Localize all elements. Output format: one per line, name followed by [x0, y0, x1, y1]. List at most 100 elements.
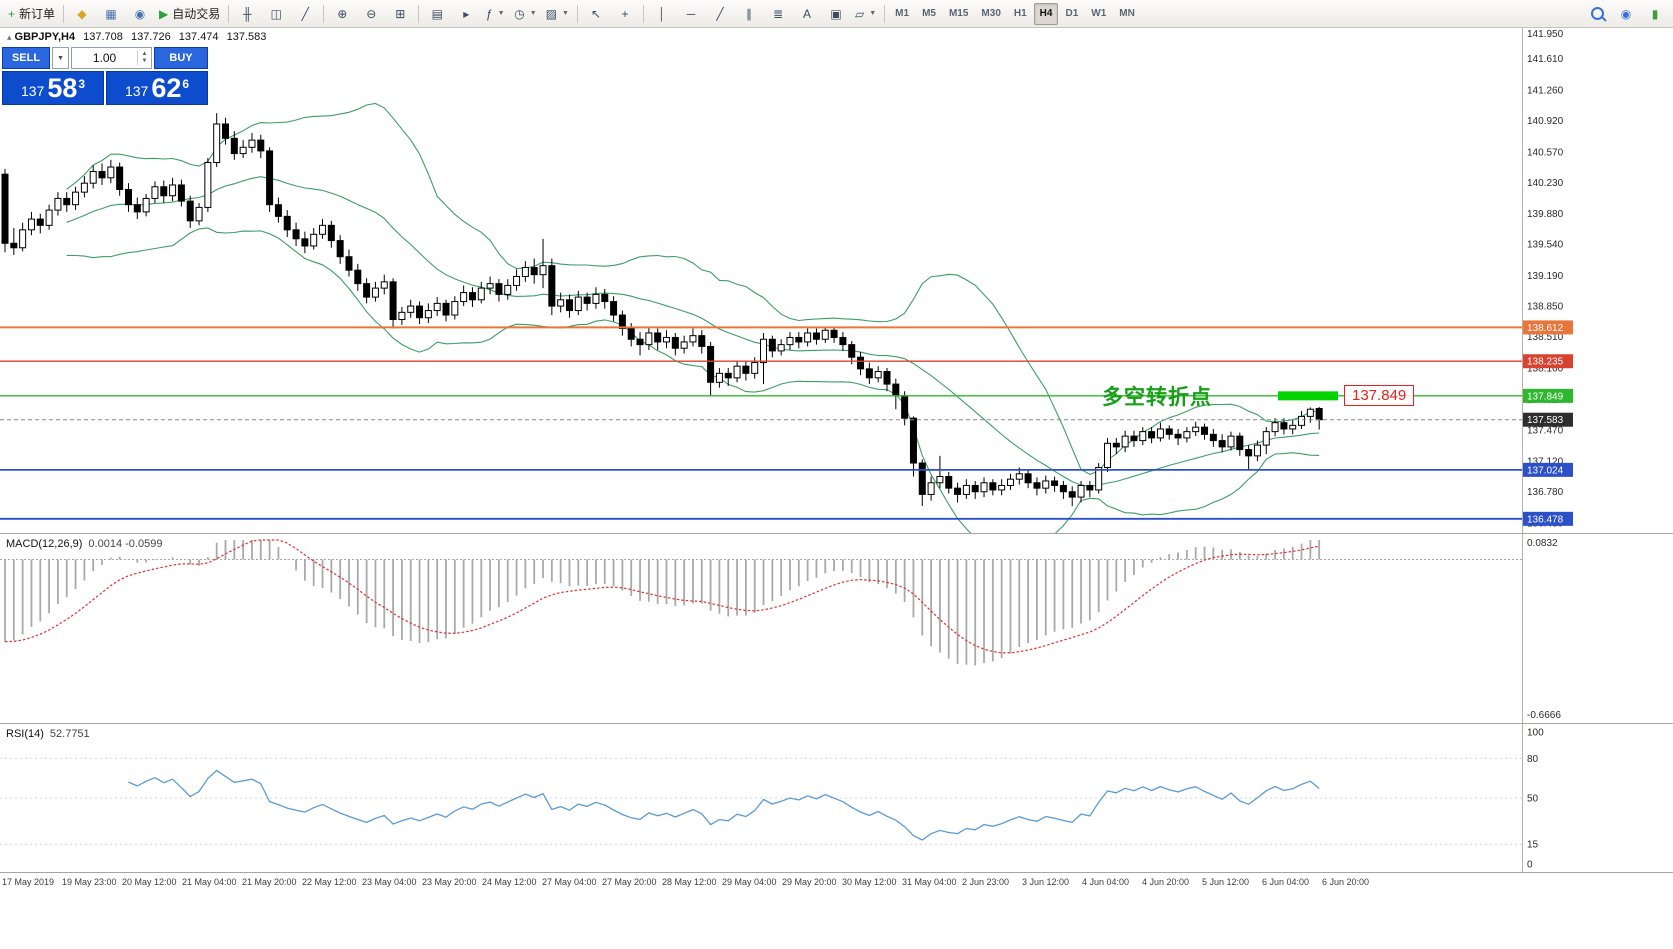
- horizontal-line-icon[interactable]: ─: [677, 2, 705, 26]
- svg-text:138.850: 138.850: [1527, 302, 1564, 313]
- magnifier-glass: [1590, 7, 1604, 20]
- cursor-icon[interactable]: ↖: [582, 2, 610, 26]
- community-icon[interactable]: ◉: [1612, 2, 1640, 26]
- toolbar-separator: [323, 4, 325, 23]
- timeframe-m30-button[interactable]: M30: [981, 8, 1001, 19]
- svg-text:136.780: 136.780: [1527, 487, 1564, 498]
- volume-input[interactable]: 1.00 ▲ ▼: [71, 47, 152, 69]
- autotrading-button[interactable]: ▶ 自动交易: [155, 2, 224, 26]
- time-label: 31 May 04:00: [902, 877, 957, 887]
- sell-price-button[interactable]: 137 58 3: [2, 71, 104, 105]
- toolbar-separator: [642, 4, 644, 23]
- horizontal-line-icon: ─: [686, 6, 696, 21]
- svg-text:50: 50: [1527, 794, 1539, 805]
- line-chart-icon[interactable]: ╱: [291, 2, 319, 26]
- rsi-svg[interactable]: 100 80 50 15 0: [0, 724, 1673, 872]
- text-icon[interactable]: A: [793, 2, 821, 26]
- periods-icon[interactable]: ◷ ▼: [510, 2, 540, 26]
- horizontal-lines-layer: 138.612 138.235 137.849 137.024 136.478: [0, 320, 1573, 526]
- timeframe-mn-button[interactable]: MN: [1119, 8, 1135, 19]
- fibonacci-icon: ≣: [772, 6, 784, 21]
- current-price-line: 137.583: [0, 412, 1573, 427]
- timeframe-d1-button[interactable]: D1: [1065, 8, 1079, 19]
- price-scale-labels: 141.950 141.610 141.260 140.920 140.570 140.2…: [1527, 29, 1564, 530]
- time-label: 24 May 12:00: [482, 877, 537, 887]
- navigator-icon[interactable]: ◉: [126, 2, 154, 26]
- label-icon: ▣: [830, 6, 842, 21]
- shapes-icon: ▱: [854, 6, 865, 21]
- timeframe-m5-button[interactable]: M5: [922, 8, 936, 19]
- sell-price-prefix: 137: [20, 83, 45, 99]
- time-label: 19 May 23:00: [62, 877, 117, 887]
- candlestick-chart-icon[interactable]: ◫: [262, 2, 290, 26]
- trendline-icon[interactable]: ╱: [706, 2, 734, 26]
- ohlc-low: 137.474: [178, 31, 219, 43]
- time-label: 29 May 20:00: [782, 877, 837, 887]
- crosshair-icon: +: [621, 6, 629, 21]
- bollinger-bands-layer: [66, 102, 1320, 533]
- time-label: 30 May 12:00: [842, 877, 897, 887]
- ohlc-open: 137.708: [83, 31, 123, 43]
- data-window-icon[interactable]: ▦: [97, 2, 125, 26]
- time-axis[interactable]: 17 May 2019 19 May 23:00 20 May 12:00 21 Ma…: [0, 872, 1673, 898]
- time-label: 23 May 04:00: [362, 877, 417, 887]
- search-icon[interactable]: [1583, 2, 1611, 26]
- templates-icon[interactable]: ▨ ▼: [542, 2, 573, 26]
- tile-windows-icon: ⊞: [395, 6, 406, 21]
- channel-icon[interactable]: ∥: [735, 2, 763, 26]
- fibonacci-icon[interactable]: ≣: [764, 2, 792, 26]
- svg-text:138.160: 138.160: [1527, 363, 1564, 374]
- toolbar-separator: [63, 4, 65, 23]
- timeframe-h1-button[interactable]: H1: [1013, 8, 1027, 19]
- macd-histogram: [4, 540, 1321, 666]
- time-label: 4 Jun 04:00: [1082, 877, 1130, 887]
- buy-price-button[interactable]: 137 62 6: [106, 71, 208, 105]
- label-icon[interactable]: ▣: [822, 2, 850, 26]
- time-label: 5 Jun 12:00: [1202, 877, 1250, 887]
- time-label: 29 May 04:00: [722, 877, 777, 887]
- market-watch-icon[interactable]: ◆: [68, 2, 96, 26]
- sell-price-sup: 3: [78, 77, 86, 91]
- sell-button[interactable]: SELL: [2, 47, 50, 69]
- macd-svg[interactable]: 0.0832 -0.6666: [0, 534, 1673, 723]
- chart-shift-icon[interactable]: ▸: [452, 2, 480, 26]
- pivot-marker-bar: [1278, 391, 1338, 401]
- indicators-icon[interactable]: ƒ ▼: [481, 2, 509, 26]
- zoom-in-icon[interactable]: ⊕: [328, 2, 356, 26]
- buy-price-sup: 6: [182, 77, 190, 91]
- svg-text:140.570: 140.570: [1527, 147, 1564, 158]
- shapes-icon[interactable]: ▱ ▼: [851, 2, 880, 26]
- tile-windows-icon[interactable]: ⊞: [386, 2, 414, 26]
- timeframe-w1-button[interactable]: W1: [1091, 8, 1107, 19]
- rsi-line: [128, 769, 1320, 841]
- zoom-out-icon[interactable]: ⊖: [357, 2, 385, 26]
- arrange-windows-icon[interactable]: ▤: [423, 2, 451, 26]
- pivot-annotation-price-label: 137.849: [1344, 384, 1415, 406]
- svg-text:141.260: 141.260: [1527, 85, 1564, 96]
- connection-icon[interactable]: ▮: [1641, 2, 1669, 26]
- connection-icon: ▮: [1651, 6, 1659, 21]
- macd-label: MACD(12,26,9) 0.0014 -0.0599: [6, 538, 162, 550]
- volume-stepper[interactable]: ▲ ▼: [137, 51, 151, 65]
- chevron-down-icon: ▼: [869, 10, 877, 17]
- arrange-windows-icon: ▤: [431, 6, 443, 21]
- svg-text:138.510: 138.510: [1527, 332, 1564, 343]
- sell-price-digits: 58: [47, 73, 78, 103]
- svg-text:138.612: 138.612: [1527, 323, 1564, 334]
- chevron-down-icon: ▼: [497, 10, 505, 17]
- pivot-annotation-text: 多空转折点: [1102, 385, 1212, 409]
- timeframe-h4-button[interactable]: H4: [1033, 2, 1059, 25]
- bar-chart-icon[interactable]: ╫: [233, 2, 261, 26]
- new-order-button[interactable]: + 新订单: [4, 2, 59, 26]
- zoom-in-icon: ⊕: [337, 6, 348, 21]
- main-chart-svg[interactable]: 141.950 141.610 141.260 140.920 140.570 140.2…: [0, 28, 1673, 533]
- templates-icon: ▨: [545, 6, 558, 21]
- candlestick-chart-icon: ◫: [270, 6, 282, 21]
- buy-button[interactable]: BUY: [154, 47, 208, 69]
- timeframe-m1-button[interactable]: M1: [895, 8, 910, 19]
- timeframe-m15-button[interactable]: M15: [948, 8, 969, 19]
- vertical-line-icon[interactable]: │: [648, 2, 676, 26]
- crosshair-icon[interactable]: +: [611, 2, 639, 26]
- volume-preset-dropdown[interactable]: ▼: [52, 47, 69, 69]
- svg-text:139.880: 139.880: [1527, 209, 1564, 220]
